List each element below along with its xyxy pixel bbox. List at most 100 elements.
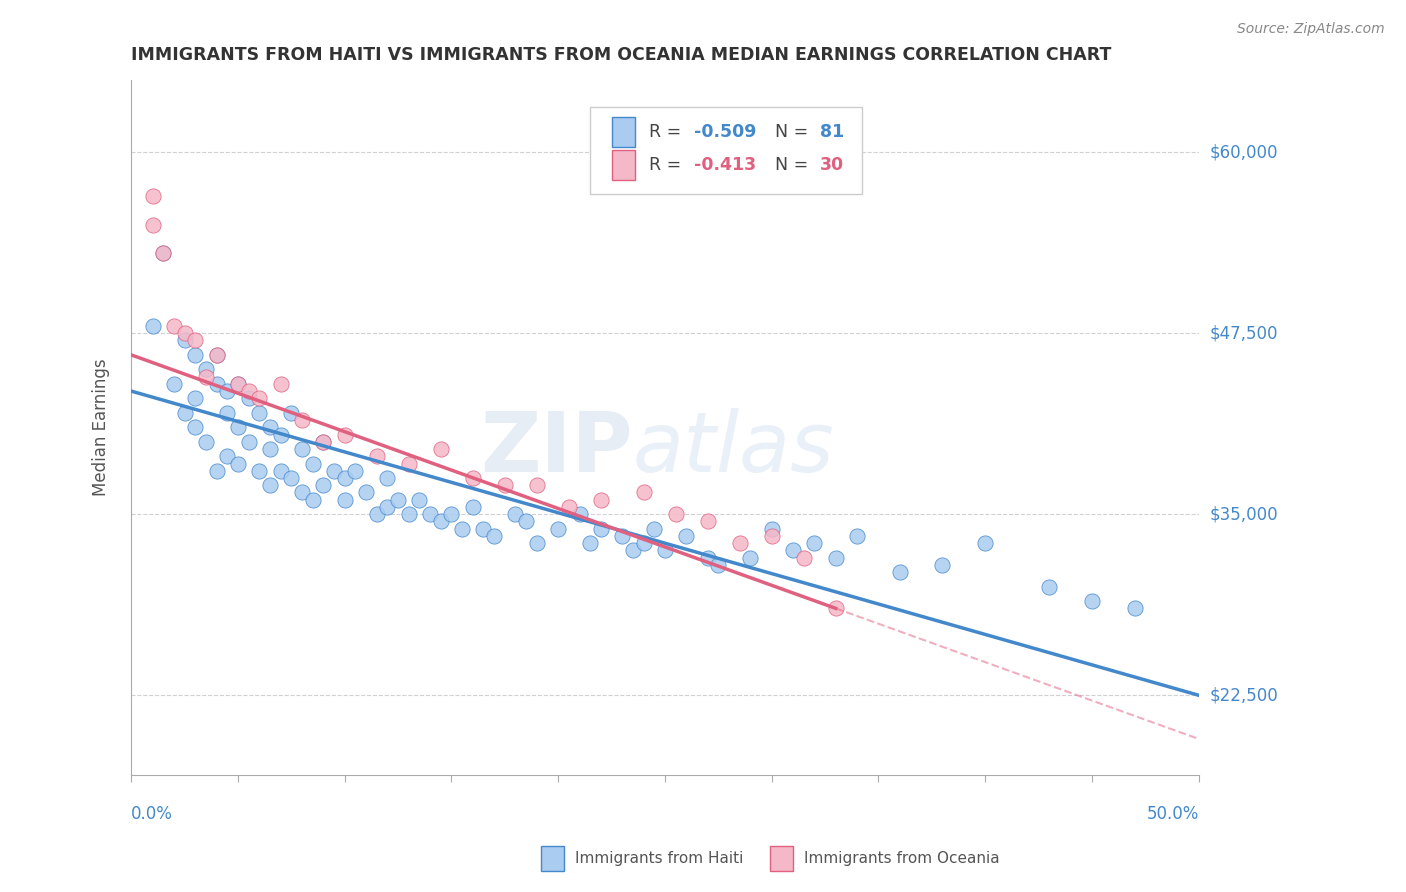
Point (205, 348, 228, 362)
Point (643, 522, 665, 536)
Text: 81: 81 (820, 123, 844, 141)
Point (1081, 594, 1104, 608)
Point (333, 492, 356, 507)
Text: IMMIGRANTS FROM HAITI VS IMMIGRANTS FROM OCEANIA MEDIAN EARNINGS CORRELATION CHA: IMMIGRANTS FROM HAITI VS IMMIGRANTS FROM… (131, 46, 1112, 64)
Point (665, 507, 688, 521)
Point (247, 464, 270, 478)
Point (194, 362, 217, 376)
Point (740, 550, 762, 565)
Text: -0.509: -0.509 (693, 123, 756, 141)
Text: ZIP: ZIP (481, 408, 633, 489)
Bar (612, 150, 636, 180)
Text: 0.0%: 0.0% (131, 805, 173, 823)
Point (194, 434, 217, 449)
Point (707, 558, 730, 572)
Point (163, 376, 186, 391)
Point (482, 529, 505, 543)
Point (217, 406, 239, 420)
Point (824, 601, 846, 615)
Point (312, 434, 335, 449)
Point (354, 485, 377, 500)
Point (152, 246, 174, 260)
Point (1038, 580, 1060, 594)
Point (429, 442, 451, 456)
Point (633, 536, 655, 550)
Point (238, 392, 260, 406)
Text: Immigrants from Haiti: Immigrants from Haiti (575, 851, 744, 865)
Point (226, 376, 249, 391)
Text: -0.413: -0.413 (693, 156, 756, 174)
Point (301, 457, 323, 471)
Point (173, 334, 195, 348)
Point (184, 348, 207, 362)
FancyBboxPatch shape (591, 107, 862, 194)
Point (173, 326, 195, 340)
Point (205, 464, 228, 478)
Text: Immigrants from Oceania: Immigrants from Oceania (804, 851, 1000, 865)
Point (824, 550, 846, 565)
Point (846, 529, 869, 543)
Text: $35,000: $35,000 (1209, 505, 1278, 524)
Point (461, 471, 484, 485)
Point (323, 464, 346, 478)
Point (141, 188, 163, 202)
Point (589, 522, 612, 536)
Point (1123, 601, 1146, 615)
Point (280, 471, 302, 485)
Text: 30: 30 (820, 156, 844, 174)
Point (259, 442, 281, 456)
Point (173, 406, 195, 420)
Point (247, 406, 270, 420)
Point (226, 457, 249, 471)
Point (184, 392, 207, 406)
Point (247, 392, 270, 406)
Point (333, 427, 356, 442)
Point (270, 376, 292, 391)
Point (621, 543, 644, 558)
Point (558, 500, 581, 514)
Point (301, 492, 323, 507)
Point (163, 318, 186, 333)
Point (291, 485, 314, 500)
Point (387, 492, 409, 507)
Point (291, 413, 314, 427)
Point (141, 218, 163, 232)
Point (377, 500, 399, 514)
Point (612, 529, 634, 543)
Point (761, 529, 783, 543)
Point (728, 536, 751, 550)
Point (280, 406, 302, 420)
Point (366, 450, 388, 464)
Point (238, 384, 260, 398)
Point (226, 420, 249, 434)
Point (494, 478, 516, 492)
Point (515, 515, 537, 529)
Text: $60,000: $60,000 (1209, 143, 1278, 161)
Point (633, 485, 655, 500)
Point (152, 246, 174, 260)
Point (184, 420, 207, 434)
Point (889, 565, 911, 579)
Bar (612, 117, 636, 147)
Point (217, 384, 239, 398)
Point (259, 420, 281, 434)
Point (344, 464, 367, 478)
Point (377, 471, 399, 485)
Point (505, 507, 527, 521)
Point (654, 543, 676, 558)
Point (184, 334, 207, 348)
Point (526, 478, 548, 492)
Point (238, 434, 260, 449)
Point (270, 464, 292, 478)
Point (259, 478, 281, 492)
Point (291, 442, 314, 456)
Text: R =: R = (650, 156, 686, 174)
Point (793, 550, 815, 565)
Point (526, 536, 548, 550)
Point (803, 536, 825, 550)
Point (217, 450, 239, 464)
Text: R =: R = (650, 123, 686, 141)
Point (472, 522, 495, 536)
Point (579, 536, 602, 550)
Point (270, 427, 292, 442)
